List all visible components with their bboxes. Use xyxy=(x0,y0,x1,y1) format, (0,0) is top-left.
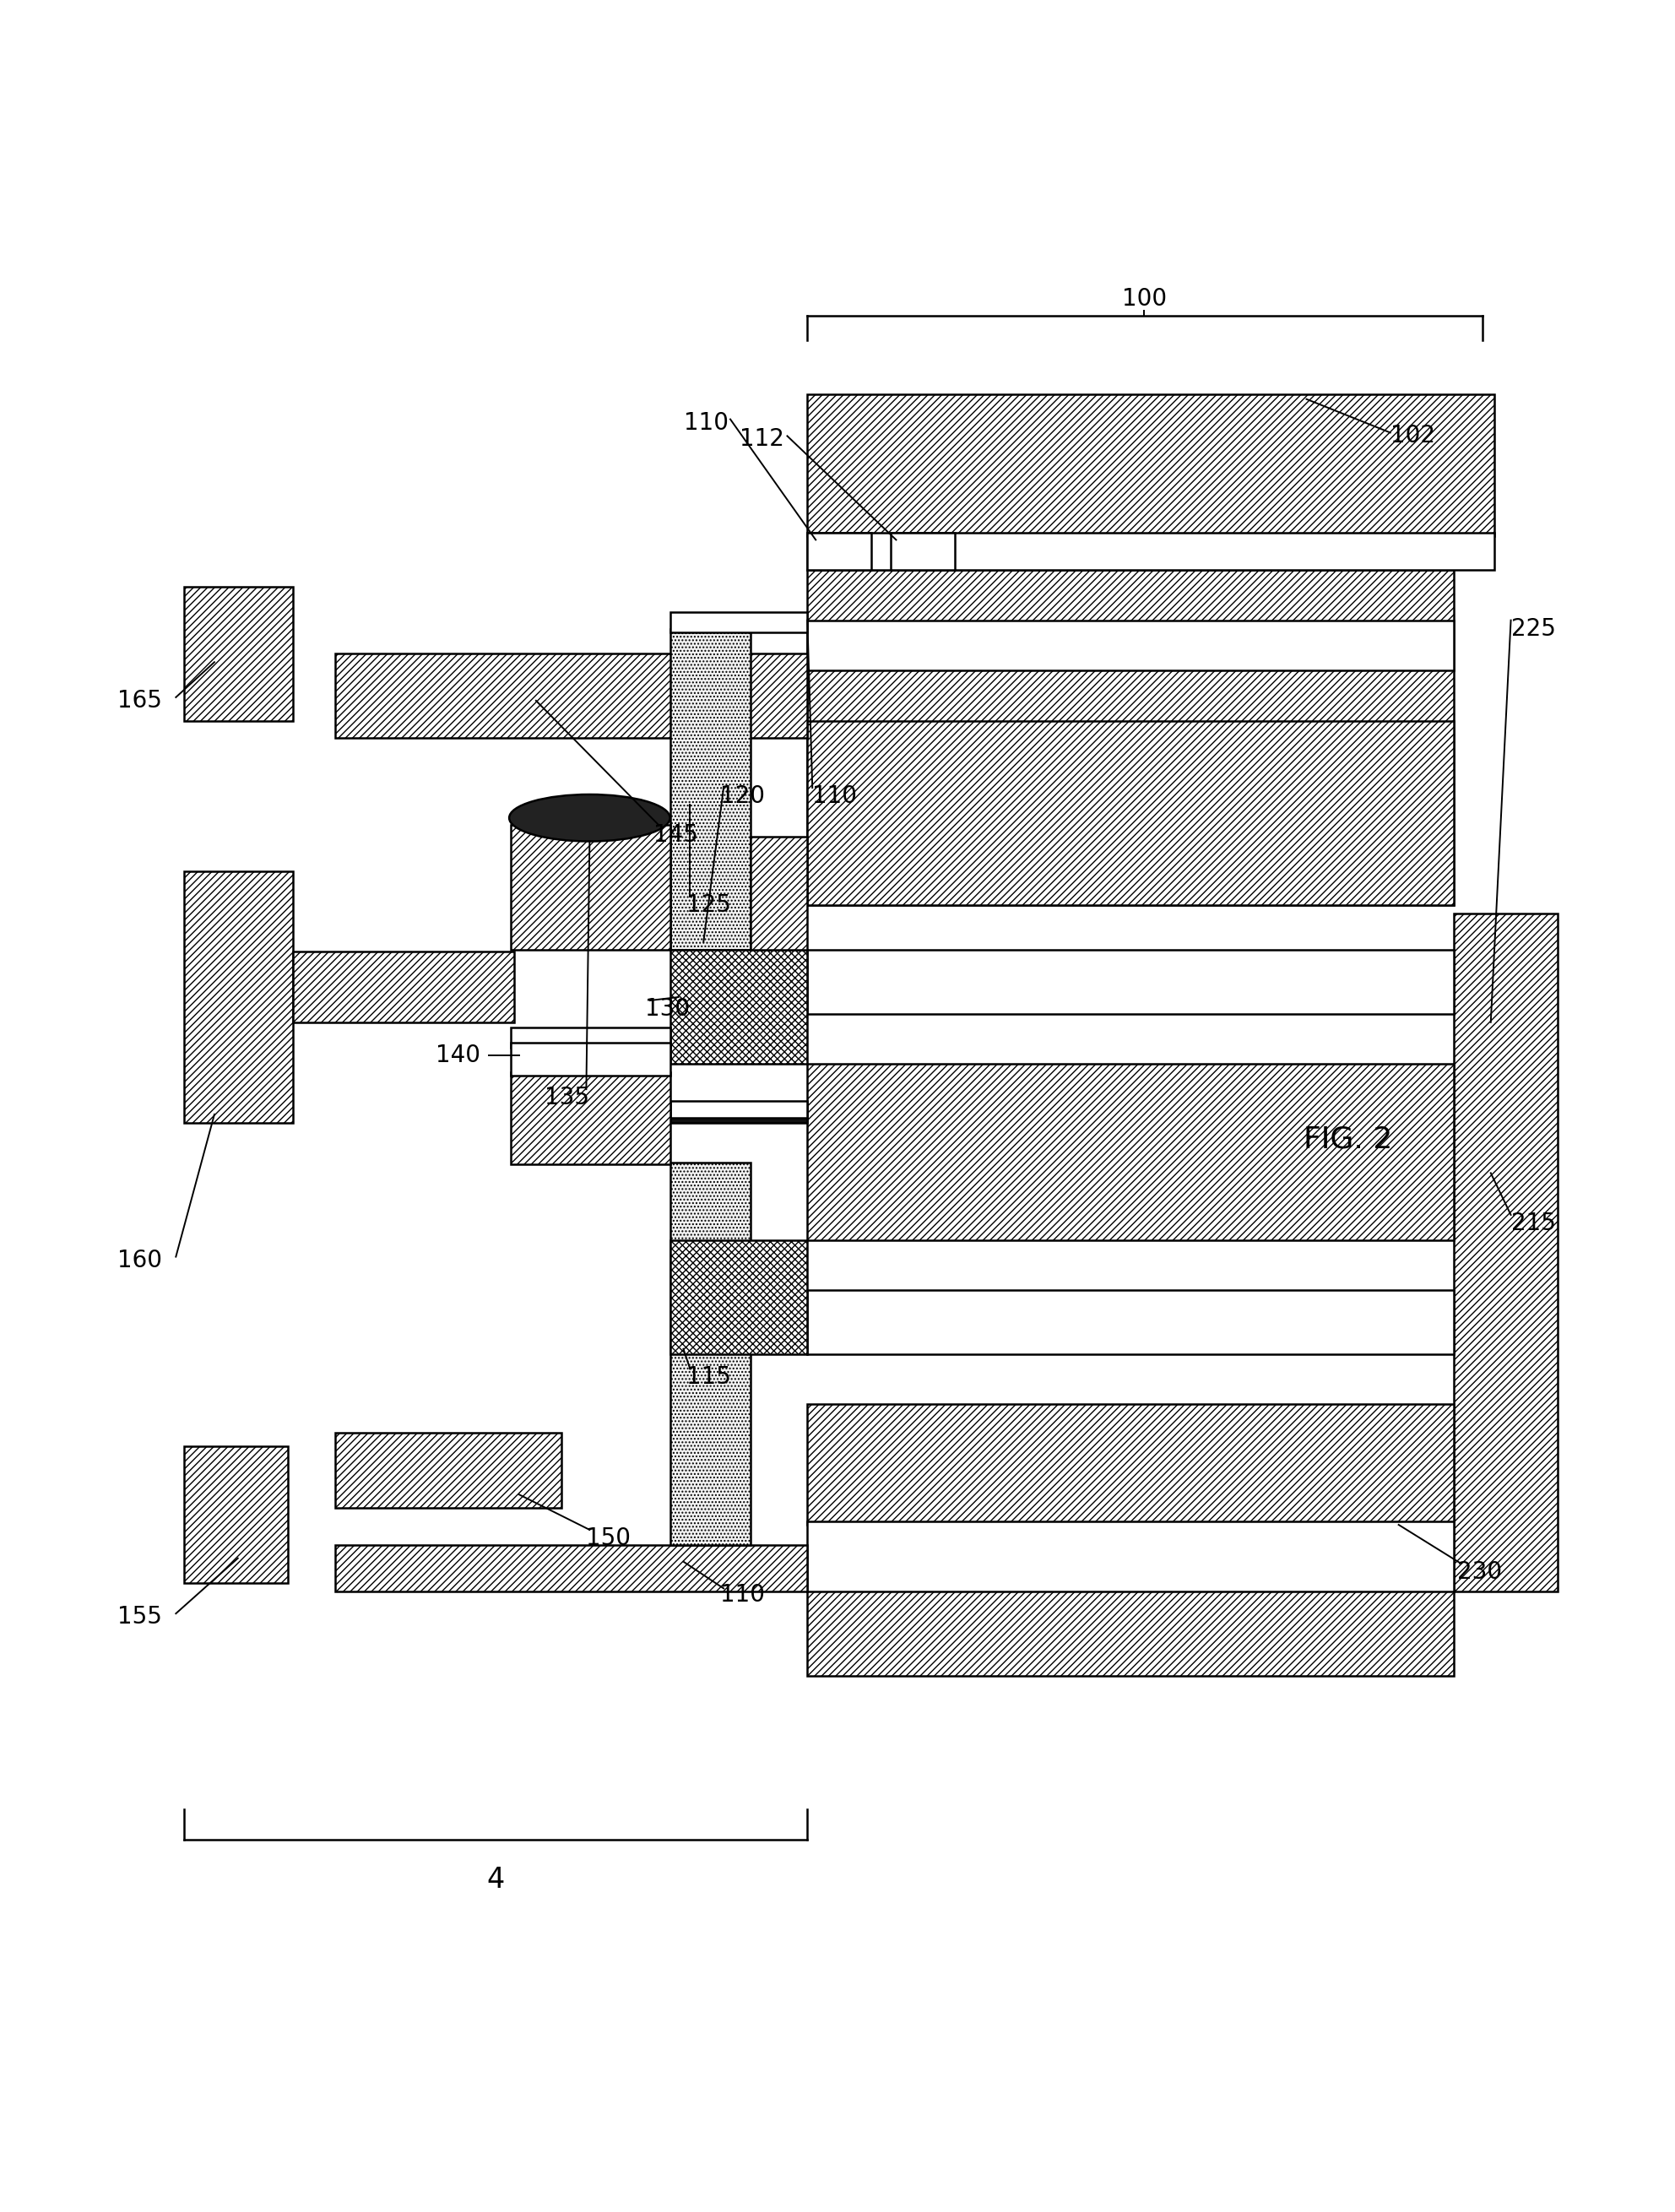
Bar xyxy=(807,1290,1454,1354)
Text: 165: 165 xyxy=(117,688,162,712)
Bar xyxy=(670,1241,807,1354)
Bar xyxy=(511,825,670,951)
Bar xyxy=(750,836,807,951)
Bar xyxy=(670,1102,807,1117)
Bar xyxy=(807,1064,1454,1241)
Bar xyxy=(670,1102,807,1124)
Bar xyxy=(891,533,955,571)
Bar xyxy=(807,721,1454,905)
Bar xyxy=(670,1164,750,1544)
Bar xyxy=(511,1026,670,1046)
Text: 110: 110 xyxy=(683,411,729,434)
Text: 112: 112 xyxy=(739,427,784,451)
Bar xyxy=(184,1447,288,1584)
Bar xyxy=(807,951,1454,1013)
Text: 100: 100 xyxy=(1122,288,1166,310)
Text: FIG. 2: FIG. 2 xyxy=(1303,1126,1394,1155)
Bar xyxy=(184,586,293,721)
Text: 130: 130 xyxy=(645,998,690,1020)
Text: 160: 160 xyxy=(117,1248,162,1272)
Text: 145: 145 xyxy=(653,823,698,847)
Bar xyxy=(807,533,871,571)
Text: 110: 110 xyxy=(720,1584,765,1606)
Bar xyxy=(293,951,514,1022)
Text: 150: 150 xyxy=(586,1526,631,1551)
Bar xyxy=(670,613,807,633)
Bar xyxy=(807,1405,1454,1524)
Text: 140: 140 xyxy=(436,1044,481,1068)
Bar xyxy=(1454,914,1558,1593)
Bar xyxy=(807,571,1454,905)
Ellipse shape xyxy=(509,794,670,841)
Text: 4: 4 xyxy=(487,1867,504,1893)
Bar xyxy=(511,1042,670,1075)
Text: 215: 215 xyxy=(1511,1212,1556,1234)
Text: 225: 225 xyxy=(1511,617,1556,641)
Text: 120: 120 xyxy=(720,785,765,807)
Text: 155: 155 xyxy=(117,1606,162,1628)
Bar xyxy=(335,1544,807,1593)
Bar xyxy=(670,628,750,951)
Text: 135: 135 xyxy=(544,1086,590,1110)
Bar xyxy=(335,655,807,737)
Text: 115: 115 xyxy=(687,1365,732,1389)
Text: 102: 102 xyxy=(1390,425,1435,447)
Bar xyxy=(807,1522,1454,1593)
Bar xyxy=(184,872,293,1124)
Bar xyxy=(807,619,1454,670)
Bar xyxy=(511,1073,670,1166)
Bar xyxy=(807,533,1494,571)
Bar xyxy=(807,394,1494,538)
Bar xyxy=(670,951,807,1064)
Bar xyxy=(807,1588,1454,1674)
Bar xyxy=(335,1433,561,1509)
Text: 110: 110 xyxy=(812,785,858,807)
Text: 125: 125 xyxy=(687,894,732,916)
Text: 230: 230 xyxy=(1457,1559,1502,1584)
